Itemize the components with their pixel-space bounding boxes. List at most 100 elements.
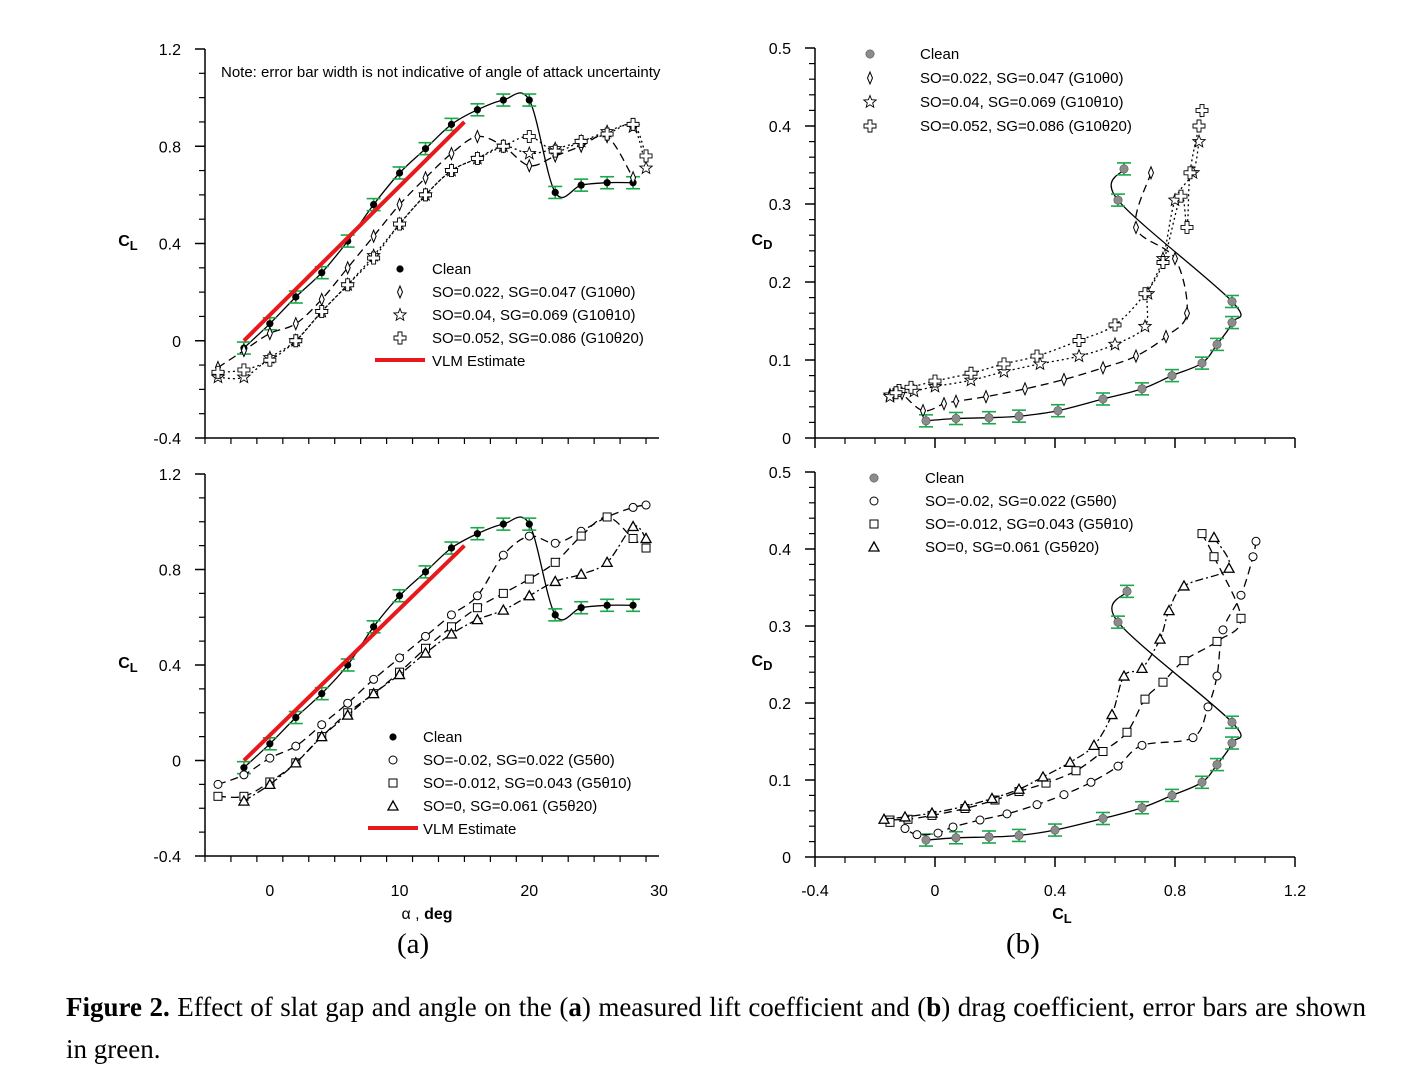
data-point-square [1179, 656, 1189, 666]
data-point-star [1071, 348, 1087, 363]
data-point-dot [421, 145, 430, 153]
caption-label: Figure 2. [66, 992, 170, 1022]
data-point-circle [1032, 800, 1042, 810]
series-line [895, 110, 1203, 394]
data-point-diamond [344, 260, 351, 276]
data-point-circle [1212, 671, 1222, 681]
data-point-diamond [292, 316, 299, 332]
data-point-dot [266, 320, 274, 328]
chart-panel-3: 0.5 0.4 0.3 0.2 0.1 0 CD Clean SO=0.022, SG=0.04… [752, 41, 1296, 448]
y-axis-label: CL [118, 655, 138, 675]
data-point-diamond [318, 292, 325, 307]
y-tick-label: 0.2 [769, 275, 791, 292]
data-point-gray [1227, 738, 1237, 748]
data-point-dot [395, 592, 404, 600]
data-point-cross [600, 127, 614, 141]
data-point-cross [997, 357, 1011, 371]
legend-label: SO=-0.02, SG=0.022 (G5θ0) [925, 493, 1117, 510]
data-point-circle [1218, 625, 1228, 635]
y-axis-label-main: C [752, 232, 764, 249]
y-axis-label-sub: L [130, 238, 138, 253]
data-point-cross [496, 139, 510, 153]
legend-label: SO=0.04, SG=0.069 (G10θ10) [920, 94, 1123, 111]
data-point-circle [912, 830, 922, 840]
data-point-triangle [471, 613, 484, 625]
data-point-dot [421, 568, 430, 576]
data-point-dot [370, 201, 378, 209]
y-axis-label-sub: D [763, 237, 772, 252]
y-tick-label: 0 [172, 334, 181, 351]
data-point-cross [1108, 318, 1122, 332]
data-point-triangle [985, 792, 999, 804]
data-point-cross [1183, 166, 1197, 180]
caption-part: ) drag coefficient, error bars are shown… [66, 992, 1366, 1064]
data-point-cross [393, 217, 407, 231]
data-point-triangle [898, 810, 912, 822]
series-line [925, 168, 1242, 422]
data-point-circle [1059, 790, 1069, 800]
x-axis-label: CL [1052, 906, 1072, 926]
y-tick-label: -0.4 [153, 431, 181, 448]
data-point-cross [889, 386, 903, 400]
legend-label: Clean [423, 729, 462, 746]
data-point-circle [1002, 809, 1012, 819]
data-point-circle [869, 496, 879, 506]
data-point-triangle [1117, 669, 1131, 681]
data-point-circle [317, 720, 327, 730]
data-point-triangle [419, 646, 432, 658]
data-point-dot [389, 733, 397, 741]
data-point-diamond [396, 284, 404, 300]
data-point-circle [388, 755, 398, 765]
series-line [888, 533, 1242, 823]
data-point-cross [1195, 103, 1209, 117]
data-point-triangle [639, 532, 653, 544]
data-point-diamond [422, 170, 429, 186]
y-tick-label: 0.2 [769, 696, 791, 713]
y-tick-label: 0.4 [769, 542, 791, 559]
x-tick-label: 20 [520, 883, 538, 900]
legend-label: SO=-0.02, SG=0.022 (G5θ0) [423, 752, 615, 769]
series-line [925, 590, 1242, 841]
data-point-circle [213, 779, 223, 789]
data-point-circle [1236, 590, 1246, 600]
data-point-cross [863, 119, 877, 133]
data-point-gray [1113, 195, 1123, 205]
data-point-dot [396, 265, 404, 273]
data-point-circle [1113, 761, 1123, 771]
series-line [904, 541, 1257, 836]
data-point-cross [548, 144, 562, 158]
data-point-gray [951, 833, 961, 843]
data-point-gray [1227, 717, 1237, 727]
data-point-gray [1119, 164, 1129, 174]
data-point-diamond [474, 129, 481, 144]
data-point-gray [984, 413, 994, 423]
data-point-star [1107, 336, 1123, 351]
data-point-circle [948, 822, 958, 832]
data-point-triangle [1207, 531, 1221, 543]
caption-text: Effect of slat gap and angle on the (a) … [66, 992, 1366, 1064]
data-point-diamond [630, 170, 637, 186]
data-point-triangle [958, 799, 972, 811]
y-tick-label: 0.4 [769, 119, 791, 136]
series-line [887, 141, 1200, 398]
y-tick-label: 0.8 [159, 139, 181, 156]
series-line [217, 122, 647, 374]
data-point-diamond [1132, 348, 1140, 364]
vlm-estimate-line [242, 544, 466, 762]
data-point-square [628, 533, 638, 543]
data-point-triangle [601, 555, 614, 567]
x-tick-label: 0.4 [1044, 883, 1066, 900]
panel-label-a: (a) [397, 928, 430, 960]
data-point-diamond [1171, 251, 1179, 266]
data-point-triangle [263, 778, 276, 790]
caption-part: ) measured lift coefficient and ( [581, 992, 927, 1022]
data-point-gray [1050, 825, 1060, 835]
data-point-circle [1251, 536, 1261, 546]
y-tick-label: 0.1 [769, 353, 791, 370]
y-tick-label: 0.5 [769, 41, 791, 58]
legend-label: Clean [920, 46, 959, 63]
data-point-circle [265, 753, 275, 763]
y-tick-label: 1.2 [159, 42, 181, 59]
y-tick-label: 0 [782, 431, 791, 448]
